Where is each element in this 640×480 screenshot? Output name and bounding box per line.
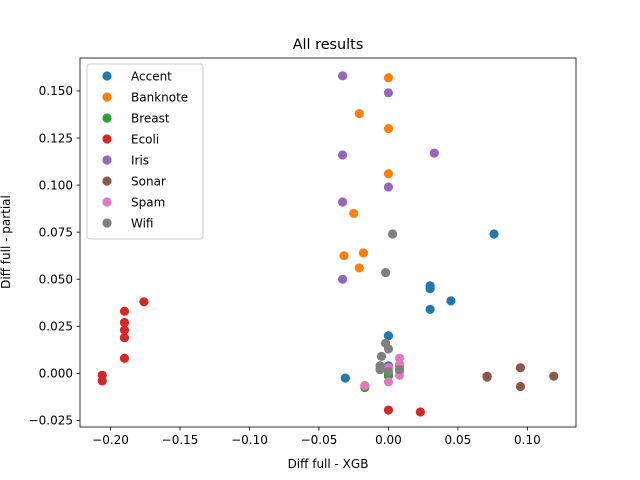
point-banknote	[354, 263, 364, 273]
point-ecoli	[97, 376, 107, 386]
y-tick-label: 0.150	[39, 84, 73, 98]
point-ecoli	[415, 407, 425, 417]
legend-marker-sonar	[102, 176, 112, 186]
y-tick-label: 0.050	[39, 273, 73, 287]
legend-marker-ecoli	[102, 134, 112, 144]
point-iris	[337, 197, 348, 207]
y-tick-label: −0.025	[29, 414, 73, 428]
point-banknote	[349, 208, 359, 218]
point-wifi	[394, 364, 405, 375]
plot-marks	[97, 71, 559, 417]
plot-frame	[79, 57, 577, 428]
x-tick-label: −0.10	[231, 433, 268, 447]
point-sonar	[515, 363, 526, 373]
point-banknote	[383, 123, 394, 134]
point-ecoli	[139, 297, 149, 307]
y-tick-label: 0.000	[39, 367, 73, 381]
point-iris	[383, 182, 394, 192]
legend-box	[86, 63, 204, 240]
point-ecoli	[119, 306, 130, 316]
point-wifi	[376, 351, 387, 362]
point-wifi	[375, 364, 385, 375]
point-sonar	[482, 372, 492, 382]
point-wifi	[383, 366, 394, 377]
point-iris	[337, 71, 348, 81]
point-wifi	[381, 268, 391, 278]
y-tick-label: 0.025	[39, 320, 73, 334]
point-ecoli	[119, 332, 130, 343]
point-accent	[425, 284, 435, 294]
point-iris	[337, 150, 348, 160]
legend-label-wifi: Wifi	[131, 216, 154, 230]
point-accent	[446, 296, 456, 306]
y-tick-label: 0.075	[39, 225, 73, 239]
legend-marker-accent	[102, 71, 112, 81]
legend-marker-iris	[102, 155, 112, 165]
point-accent	[383, 331, 394, 341]
legend-label-banknote: Banknote	[131, 90, 188, 104]
point-wifi	[383, 344, 394, 354]
point-ecoli	[119, 317, 130, 328]
point-sonar	[515, 381, 526, 392]
legend-marker-banknote	[102, 92, 112, 102]
x-tick-label: −0.15	[162, 433, 199, 447]
legend-marker-breast	[102, 113, 112, 123]
legend-marker-spam	[102, 197, 112, 207]
point-spam	[383, 377, 394, 387]
point-accent	[489, 229, 499, 239]
point-ecoli	[119, 353, 130, 363]
y-axis-label: Diff full - partial	[0, 195, 13, 289]
chart-title: All results	[293, 37, 364, 53]
legend-label-spam: Spam	[131, 195, 165, 209]
x-axis-label: Diff full - XGB	[288, 457, 369, 471]
point-ecoli	[119, 325, 130, 335]
legend-label-iris: Iris	[131, 153, 149, 167]
legend-label-sonar: Sonar	[131, 174, 166, 188]
point-sonar	[549, 371, 559, 381]
legend-label-accent: Accent	[131, 69, 172, 83]
point-iris	[429, 148, 439, 158]
legend-label-breast: Breast	[131, 111, 170, 125]
x-tick-label: 0.10	[514, 433, 541, 447]
x-tick-label: 0.05	[445, 433, 472, 447]
point-banknote	[354, 108, 364, 119]
legend-marker-wifi	[102, 218, 112, 228]
point-banknote	[383, 169, 394, 179]
point-accent	[340, 373, 350, 383]
point-wifi	[388, 229, 398, 239]
legend: Accent Banknote Breast Ecoli Iris Sonar Spam Wi…	[86, 63, 204, 240]
point-iris	[337, 274, 348, 284]
point-banknote	[339, 251, 349, 261]
point-banknote	[383, 73, 394, 83]
point-banknote	[358, 248, 369, 258]
x-tick-label: −0.20	[92, 433, 129, 447]
x-tick-label: 0.00	[375, 433, 402, 447]
point-iris	[383, 88, 394, 98]
y-tick-label: 0.100	[39, 178, 73, 192]
point-accent	[425, 304, 435, 314]
point-spam	[360, 380, 370, 391]
x-tick-label: −0.05	[301, 433, 338, 447]
axes: −0.20 −0.15 −0.10 −0.05 0.00 0.05 0.10 −0.025 0.…	[29, 57, 577, 447]
point-ecoli	[383, 405, 394, 415]
legend-label-ecoli: Ecoli	[131, 132, 159, 146]
y-tick-label: 0.125	[39, 131, 73, 145]
